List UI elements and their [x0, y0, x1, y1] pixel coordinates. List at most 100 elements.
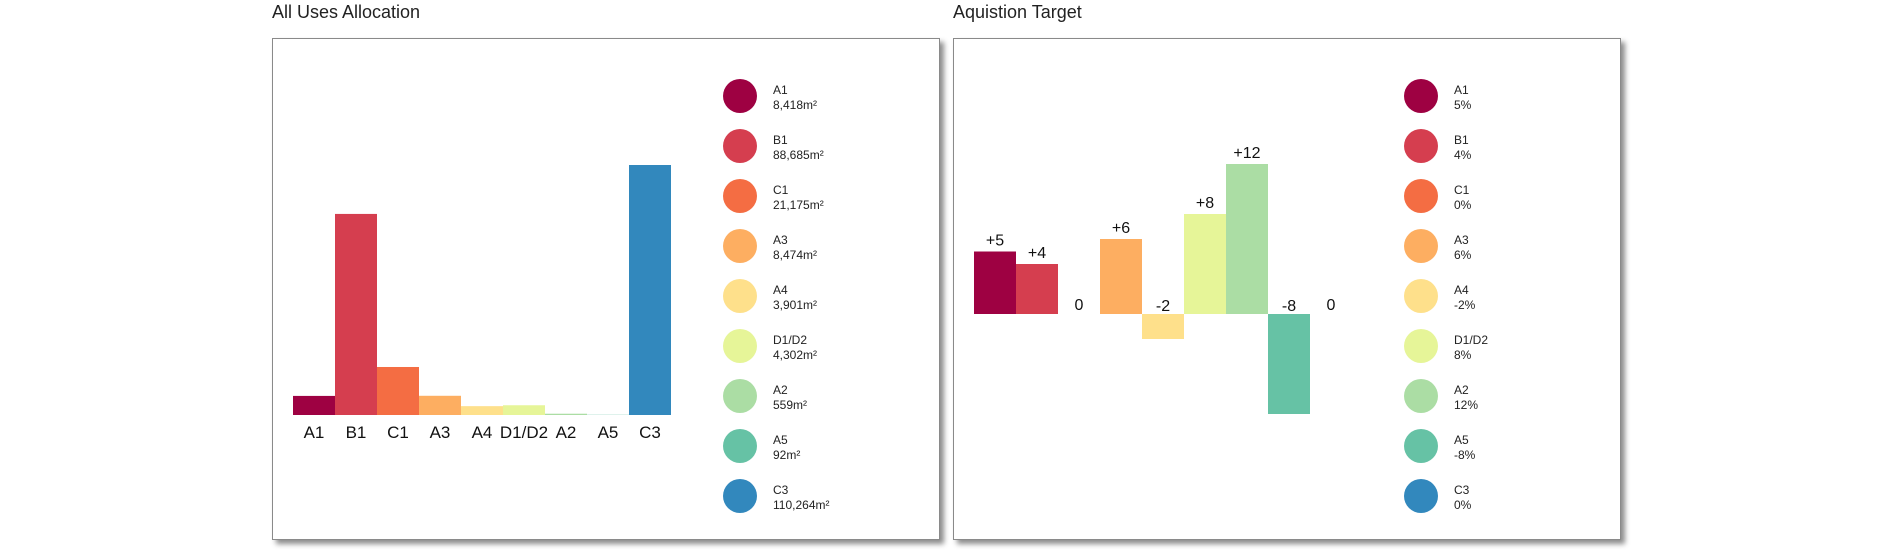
bar-a4 — [1142, 314, 1184, 339]
bar-a2 — [1226, 164, 1268, 314]
legend-swatch-a5 — [723, 429, 757, 463]
data-label-a1: +5 — [986, 233, 1004, 250]
data-label-b1: +4 — [1028, 245, 1046, 262]
legend-name-c3: C3 — [1454, 483, 1470, 497]
legend-item-c3: C3 110,264m² — [723, 479, 883, 519]
data-label-a2: +12 — [1233, 145, 1260, 162]
legend-item-c1: C1 0% — [1404, 179, 1564, 219]
legend-swatch-a1 — [723, 79, 757, 113]
legend-item-a3: A3 6% — [1404, 229, 1564, 269]
legend-swatch-c3 — [723, 479, 757, 513]
legend-item-a2: A2 12% — [1404, 379, 1564, 419]
bar-a4 — [461, 406, 503, 415]
legend-name-a3: A3 — [1454, 233, 1469, 247]
x-tick-label-a5: A5 — [598, 423, 619, 442]
legend-swatch-a4 — [723, 279, 757, 313]
legend-value-b1: 88,685m² — [773, 148, 824, 162]
legend-name-a4: A4 — [773, 283, 788, 297]
legend-item-d1-d2: D1/D2 8% — [1404, 329, 1564, 369]
legend-value-c1: 21,175m² — [773, 198, 824, 212]
legend-value-c1: 0% — [1454, 198, 1472, 212]
data-label-a3: +6 — [1112, 220, 1130, 237]
legend-item-b1: B1 4% — [1404, 129, 1564, 169]
legend-value-c3: 110,264m² — [773, 498, 830, 512]
legend-item-c3: C3 0% — [1404, 479, 1564, 519]
legend-value-a4: 3,901m² — [773, 298, 818, 312]
legend-name-a5: A5 — [1454, 433, 1469, 447]
legend-name-a1: A1 — [773, 83, 788, 97]
data-label-c3: 0 — [1327, 297, 1336, 314]
legend-item-a5: A5 92m² — [723, 429, 883, 469]
bar-chart-aquistion-target: +5 +4 0 +6 -2 +8 +12 -8 0 — [974, 145, 1336, 414]
legend-item-a3: A3 8,474m² — [723, 229, 883, 269]
legend-item-a1: A1 5% — [1404, 79, 1564, 119]
bar-a1 — [293, 395, 335, 415]
bar-a3 — [419, 395, 461, 415]
legend-item-c1: C1 21,175m² — [723, 179, 883, 219]
legend-swatch-a3 — [723, 229, 757, 263]
bar-c1 — [377, 366, 419, 415]
bar-c3 — [629, 165, 671, 415]
legend-item-d1-d2: D1/D2 4,302m² — [723, 329, 883, 369]
legend-item-a2: A2 559m² — [723, 379, 883, 419]
legend-value-d1-d2: 8% — [1454, 348, 1472, 362]
legend-name-a1: A1 — [1454, 83, 1469, 97]
legend-swatch-a2 — [1404, 379, 1438, 413]
x-tick-label-a1: A1 — [304, 423, 325, 442]
data-label-d1-d2: +8 — [1196, 195, 1214, 212]
chart-panel-all-uses: A1 B1 C1 A3 A4 D1/D2 A2 A5 C3 A1 8,418m² B1 88,685m… — [272, 38, 940, 540]
chart-panel-aquistion-target: +5 +4 0 +6 -2 +8 +12 -8 0 A1 5% B1 4% C1 0% A3 6% A4 -2% D… — [953, 38, 1621, 540]
legend-name-c1: C1 — [1454, 183, 1470, 197]
bar-a3 — [1100, 239, 1142, 314]
legend-swatch-a5 — [1404, 429, 1438, 463]
legend-item-a5: A5 -8% — [1404, 429, 1564, 469]
x-tick-label-b1: B1 — [346, 423, 367, 442]
legend-swatch-c1 — [723, 179, 757, 213]
legend-name-d1-d2: D1/D2 — [773, 333, 808, 347]
legend-value-a4: -2% — [1454, 298, 1476, 312]
x-tick-label-a4: A4 — [472, 423, 493, 442]
legend-swatch-b1 — [1404, 129, 1438, 163]
legend-value-a2: 12% — [1454, 398, 1479, 412]
panel-title-all-uses: All Uses Allocation — [272, 2, 421, 22]
legend-value-d1-d2: 4,302m² — [773, 348, 818, 362]
bar-a1 — [974, 251, 1016, 314]
legend-name-c1: C1 — [773, 183, 789, 197]
bar-chart-all-uses: A1 B1 C1 A3 A4 D1/D2 A2 A5 C3 — [293, 165, 671, 442]
bar-b1 — [1016, 264, 1058, 314]
bar-a5 — [1268, 314, 1310, 414]
data-label-a5: -8 — [1282, 298, 1296, 315]
legend-swatch-b1 — [723, 129, 757, 163]
bar-d1-d2 — [503, 405, 545, 415]
legend-value-c3: 0% — [1454, 498, 1472, 512]
x-tick-label-d1-d2: D1/D2 — [500, 423, 548, 442]
x-tick-label-c1: C1 — [387, 423, 409, 442]
legend-name-b1: B1 — [773, 133, 788, 147]
legend-name-a5: A5 — [773, 433, 788, 447]
legend-item-a4: A4 3,901m² — [723, 279, 883, 319]
legend-value-a3: 6% — [1454, 248, 1472, 262]
legend-item-b1: B1 88,685m² — [723, 129, 883, 169]
legend-swatch-a1 — [1404, 79, 1438, 113]
legend-item-a1: A1 8,418m² — [723, 79, 883, 119]
legend-value-a5: -8% — [1454, 448, 1476, 462]
bar-d1-d2 — [1184, 214, 1226, 314]
legend-name-b1: B1 — [1454, 133, 1469, 147]
legend-name-a3: A3 — [773, 233, 788, 247]
x-tick-label-a2: A2 — [556, 423, 577, 442]
legend-swatch-a4 — [1404, 279, 1438, 313]
legend-item-a4: A4 -2% — [1404, 279, 1564, 319]
legend-swatch-c3 — [1404, 479, 1438, 513]
legend-swatch-c1 — [1404, 179, 1438, 213]
legend-name-a4: A4 — [1454, 283, 1469, 297]
panel-title-aquistion-target: Aquistion Target — [953, 2, 1082, 22]
legend-name-d1-d2: D1/D2 — [1454, 333, 1489, 347]
legend-swatch-d1-d2 — [1404, 329, 1438, 363]
x-tick-label-a3: A3 — [430, 423, 451, 442]
data-label-a4: -2 — [1156, 298, 1170, 315]
legend-name-c3: C3 — [773, 483, 789, 497]
legend-value-a1: 5% — [1454, 98, 1472, 112]
legend-value-a3: 8,474m² — [773, 248, 818, 262]
legend-value-a1: 8,418m² — [773, 98, 818, 112]
x-tick-label-c3: C3 — [639, 423, 661, 442]
